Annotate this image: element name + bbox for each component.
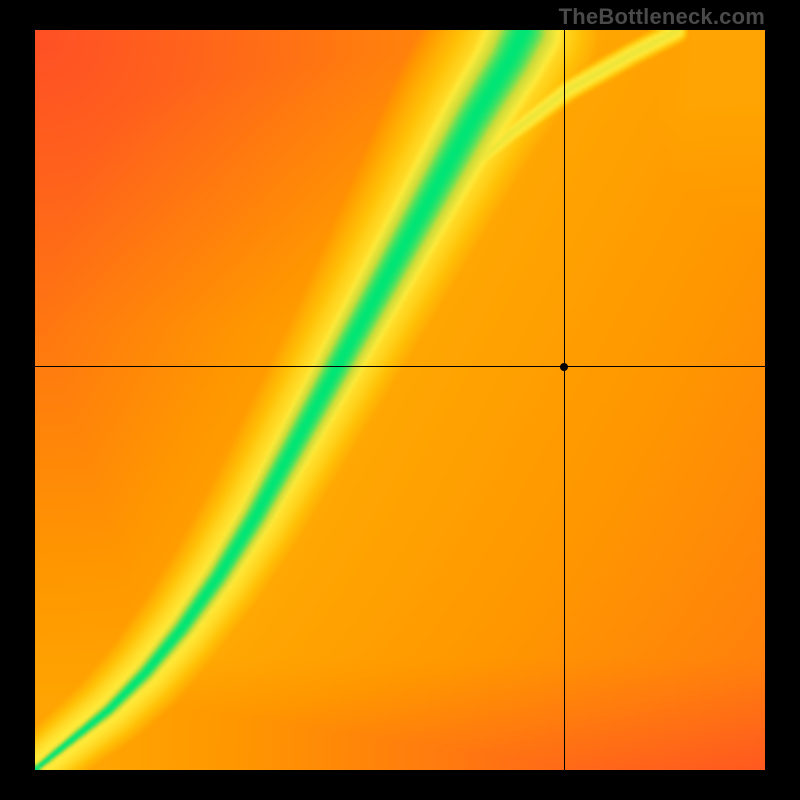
watermark-text: TheBottleneck.com [559, 4, 765, 30]
crosshair-vertical [564, 30, 565, 770]
bottleneck-heatmap [35, 30, 765, 770]
crosshair-marker-dot [560, 363, 568, 371]
crosshair-horizontal [35, 366, 765, 367]
